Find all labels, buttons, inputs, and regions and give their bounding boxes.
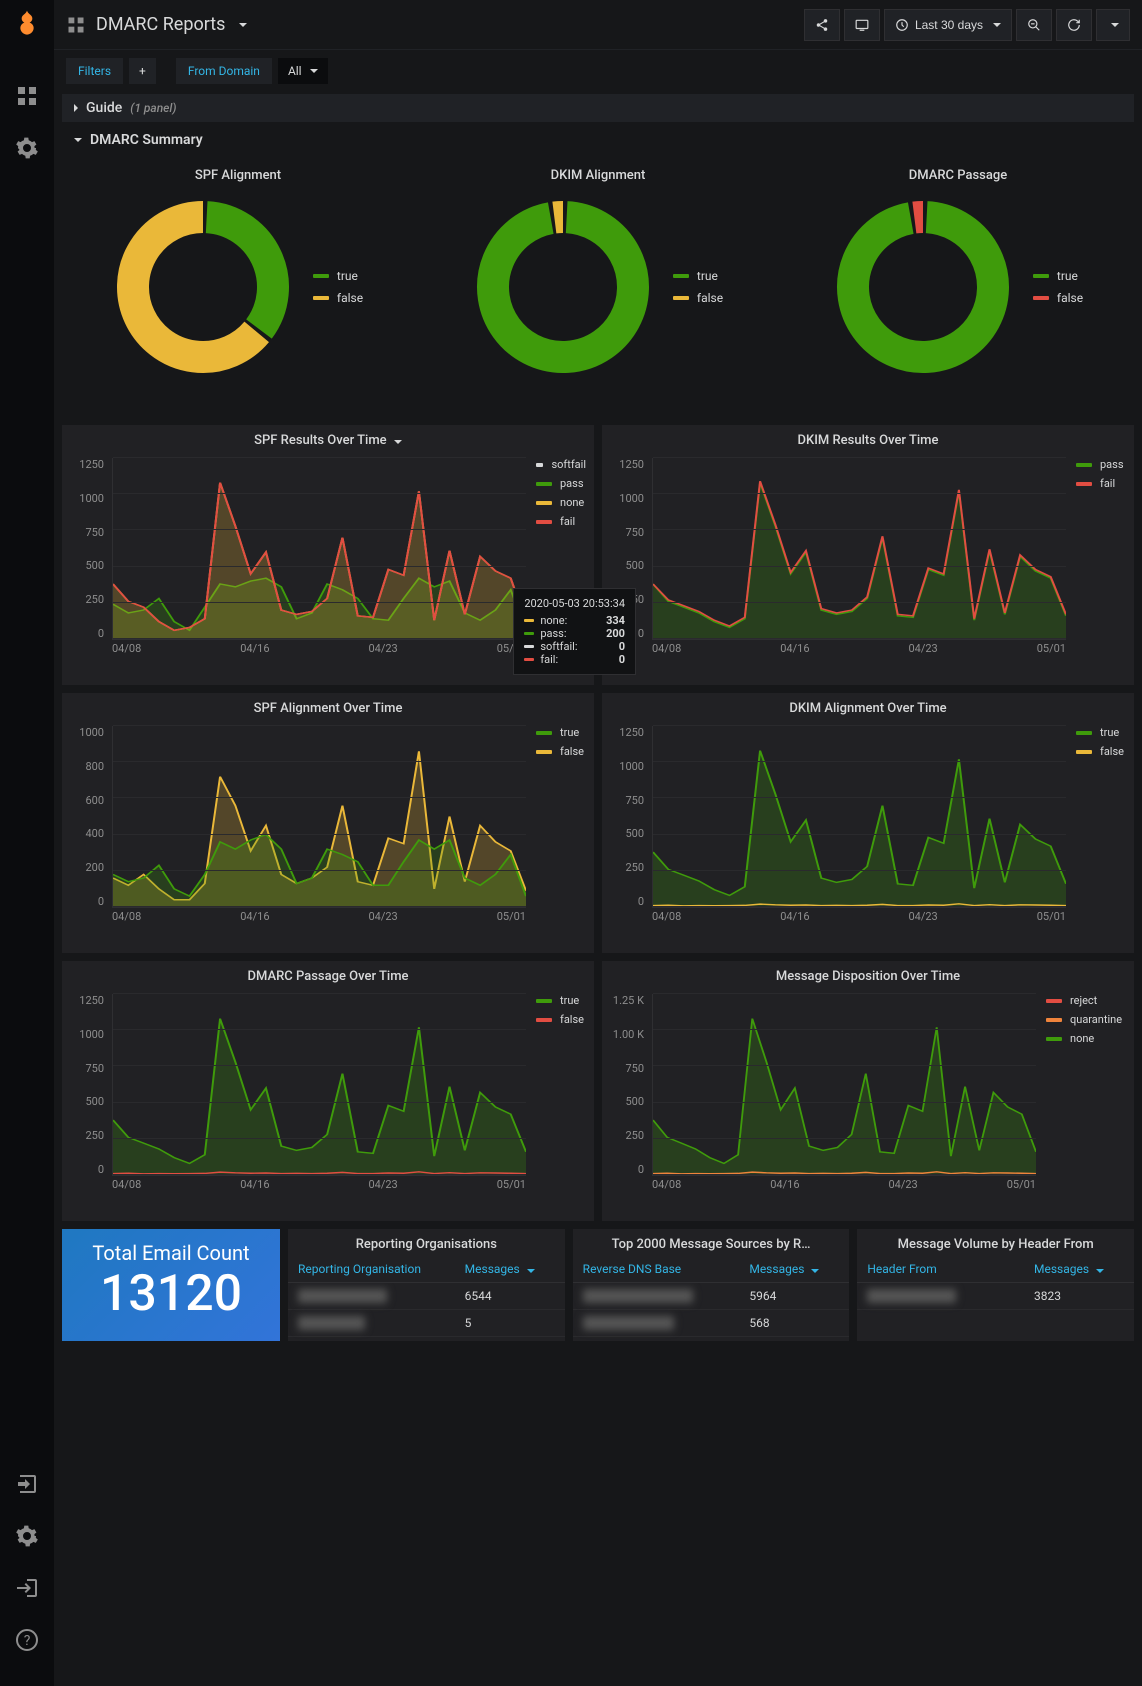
col-header[interactable]: Reverse DNS Base xyxy=(583,1262,750,1276)
grafana-logo xyxy=(11,8,43,40)
panel-chart: SPF Alignment Over Time 1000800600400200… xyxy=(62,693,594,953)
signin-icon[interactable] xyxy=(15,1472,39,1496)
panel-chart: DMARC Passage Over Time 1250100075050025… xyxy=(62,961,594,1221)
panel-dkim_alignment: DKIM Alignment truefalse xyxy=(422,160,774,417)
stat-value: 13120 xyxy=(100,1265,242,1323)
col-header[interactable]: Messages xyxy=(749,1262,839,1276)
row-summary[interactable]: DMARC Summary xyxy=(62,126,1134,154)
panel-chart: SPF Results Over Time 125010007505002500… xyxy=(62,425,594,685)
dashboard-icon xyxy=(66,15,86,35)
from-domain-dropdown[interactable]: All xyxy=(278,58,328,84)
table-row[interactable]: x3823 xyxy=(857,1283,1134,1310)
sources-table: Top 2000 Message Sources by R… Reverse D… xyxy=(573,1229,850,1341)
table-row[interactable]: x6544 xyxy=(288,1283,565,1310)
refresh-button[interactable] xyxy=(1056,9,1092,41)
zoom-out-button[interactable] xyxy=(1016,9,1052,41)
panel-dmarc_passage: DMARC Passage truefalse xyxy=(782,160,1134,417)
panel-chart: DKIM Alignment Over Time 125010007505002… xyxy=(602,693,1134,953)
time-range-label: Last 30 days xyxy=(915,18,983,32)
panel-chart: DKIM Results Over Time 12501000750500250… xyxy=(602,425,1134,685)
sidenav: ? xyxy=(0,0,54,1686)
reporting-table: Reporting Organisations Reporting Organi… xyxy=(288,1229,565,1341)
bottom-row: Total Email Count 13120 Reporting Organi… xyxy=(54,1225,1142,1345)
time-picker[interactable]: Last 30 days xyxy=(884,9,1012,41)
gear-icon[interactable] xyxy=(15,136,39,160)
row-guide[interactable]: Guide (1 panel) xyxy=(62,94,1134,122)
help-icon[interactable]: ? xyxy=(15,1628,39,1652)
table-row[interactable]: x5964 xyxy=(573,1283,850,1310)
title-text: DMARC Reports xyxy=(96,14,225,35)
from-domain-label: From Domain xyxy=(176,58,272,84)
login-icon[interactable] xyxy=(15,1576,39,1600)
col-header[interactable]: Messages xyxy=(1034,1262,1124,1276)
header-from-table: Message Volume by Header From Header Fro… xyxy=(857,1229,1134,1341)
col-header[interactable]: Messages xyxy=(465,1262,555,1276)
from-domain-value: All xyxy=(288,64,302,78)
dashboards-icon[interactable] xyxy=(15,84,39,108)
row-summary-title: DMARC Summary xyxy=(90,132,203,148)
variable-row: Filters + From Domain All xyxy=(54,50,1142,92)
total-email-stat: Total Email Count 13120 xyxy=(62,1229,280,1341)
share-button[interactable] xyxy=(804,9,840,41)
topbar: DMARC Reports Last 30 days xyxy=(54,0,1142,50)
chevron-down-icon xyxy=(74,138,82,142)
add-filter-button[interactable]: + xyxy=(129,58,156,84)
chevron-right-icon xyxy=(74,104,78,112)
settings-icon[interactable] xyxy=(15,1524,39,1548)
refresh-interval-button[interactable] xyxy=(1096,9,1130,41)
table-row[interactable]: x568 xyxy=(573,1310,850,1337)
col-header[interactable]: Reporting Organisation xyxy=(298,1262,465,1276)
svg-text:?: ? xyxy=(24,1633,31,1649)
tv-button[interactable] xyxy=(844,9,880,41)
row-guide-title: Guide xyxy=(86,100,122,116)
panel-spf_alignment: SPF Alignment truefalse xyxy=(62,160,414,417)
filters-label: Filters xyxy=(66,58,123,84)
donut-row: SPF Alignment truefalse DKIM Alignment t… xyxy=(54,156,1142,421)
stat-label: Total Email Count xyxy=(92,1241,249,1265)
col-header[interactable]: Header From xyxy=(867,1262,1034,1276)
row-guide-count: (1 panel) xyxy=(130,101,176,115)
table-row[interactable]: x5 xyxy=(288,1310,565,1337)
dashboard-title[interactable]: DMARC Reports xyxy=(66,14,247,35)
panel-chart: Message Disposition Over Time 1.25 K1.00… xyxy=(602,961,1134,1221)
